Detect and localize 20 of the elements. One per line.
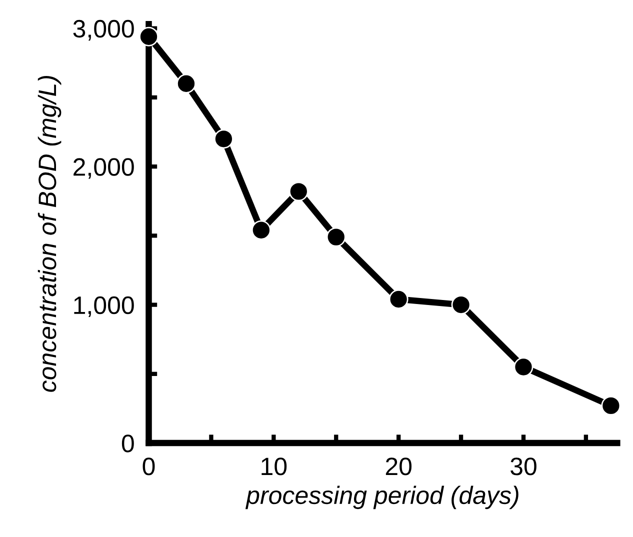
point [288,182,308,202]
x-tick-label: 30 [510,458,536,476]
y-tick-label: 3,000 [73,20,134,41]
point [326,227,346,247]
y-tick-label: 2,000 [74,158,134,179]
x-tick-label: 20 [386,458,412,476]
point [388,290,408,309]
point [601,396,621,416]
y-axis-title: concentration of BOD (mg/L) [38,76,62,392]
point [176,74,196,94]
point [139,26,158,46]
x-axis-title: processing period (days) [245,486,518,510]
point [214,129,234,149]
x-tick-label: 10 [262,458,287,476]
y-tick-label: 0 [122,434,134,452]
point [451,295,471,315]
point [251,220,271,240]
point [514,357,534,377]
y-tick-label: 1,000 [74,296,134,318]
x-tick-label: 0 [142,458,155,476]
